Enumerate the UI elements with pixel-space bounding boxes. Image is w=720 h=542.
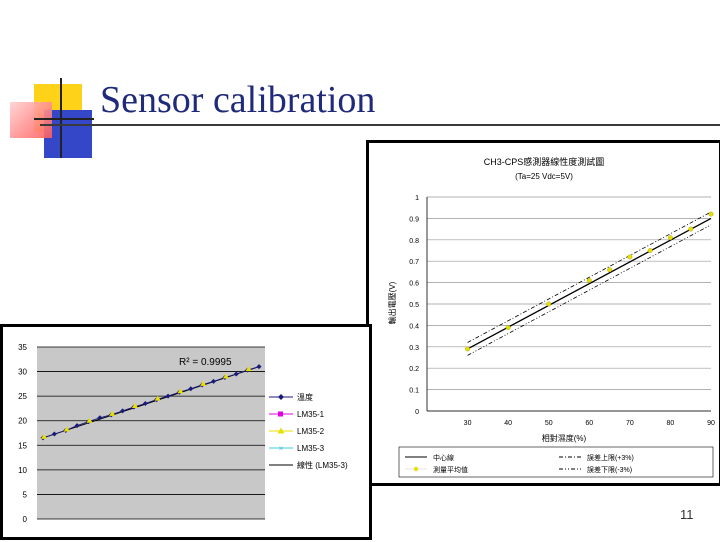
- data-point: [465, 346, 470, 352]
- title-underline: [40, 124, 720, 126]
- lm35-2-point: [41, 433, 47, 439]
- y-tick-label: 0.2: [409, 366, 419, 373]
- x-tick-label: 30: [464, 420, 472, 427]
- data-point: [607, 267, 612, 273]
- legend-label: 溫度: [297, 392, 313, 402]
- temperature-point: [97, 415, 103, 421]
- temperature-point: [142, 401, 148, 407]
- legend-marker: [277, 427, 285, 434]
- slide-title: Sensor calibration: [100, 79, 376, 121]
- lm35-2-point: [245, 366, 252, 372]
- y-tick-label: 0: [415, 409, 419, 416]
- chart-subtitle: (Ta=25 Vdc=5V): [515, 172, 573, 181]
- y-tick-label: 0.8: [409, 238, 419, 245]
- y-tick-label: 1: [415, 195, 419, 202]
- legend-label: LM35-2: [297, 427, 325, 436]
- temperature-point: [51, 431, 57, 437]
- legend-marker: [278, 411, 283, 417]
- data-point: [586, 278, 592, 283]
- temperature-point: [120, 408, 126, 414]
- decor-red-square: [10, 102, 52, 138]
- temperature-point: [233, 371, 239, 377]
- lm35-2-point: [200, 380, 207, 386]
- y-tick-label: 0.9: [409, 216, 419, 223]
- lm35-2-point: [63, 426, 70, 432]
- decor-horizontal-line: [34, 118, 94, 120]
- y-tick-label: 30: [18, 368, 27, 377]
- y-tick-label: 5: [23, 490, 28, 499]
- lm35-2-point: [131, 402, 138, 408]
- y-tick-label: 20: [18, 417, 27, 426]
- data-point: [708, 211, 714, 217]
- series-line: [467, 211, 712, 343]
- temperature-point: [211, 378, 217, 384]
- temperature-point: [188, 386, 194, 392]
- lm35-2-point: [86, 417, 93, 423]
- y-tick-label: 0.6: [409, 281, 419, 288]
- x-tick-label: 70: [626, 420, 634, 427]
- legend-label: 測量平均值: [433, 465, 468, 474]
- y-tick-label: 10: [18, 466, 27, 475]
- data-point: [505, 325, 511, 330]
- legend-label: 誤差上限(+3%): [587, 453, 634, 462]
- data-point: [546, 301, 552, 307]
- temperature-line: [42, 366, 260, 439]
- y-tick-label: 0.4: [409, 323, 419, 330]
- temperature-point: [165, 393, 171, 399]
- lm35-2-point: [222, 373, 229, 379]
- linearity-chart-panel: CH3-CPS感測器線性度測試圖 (Ta=25 Vdc=5V) 輸出電壓(V) …: [366, 140, 720, 486]
- x-axis-label: 相對濕度(%): [542, 433, 587, 443]
- legend-marker: [278, 394, 284, 400]
- legend-label: LM35-1: [297, 410, 325, 419]
- linearity-chart: CH3-CPS感測器線性度測試圖 (Ta=25 Vdc=5V) 輸出電壓(V) …: [387, 156, 715, 478]
- data-point: [668, 235, 673, 241]
- y-tick-label: 35: [18, 343, 27, 352]
- lm35-2-point: [109, 410, 116, 416]
- chart-title: CH3-CPS感測器線性度測試圖: [484, 156, 605, 167]
- data-point: [627, 254, 633, 260]
- temperature-chart: 0 5 10 15 20 25 30 35 R² = 0.9995 溫度 LM35-1 LM35-…: [18, 343, 348, 524]
- legend-box: [398, 446, 714, 478]
- y-tick-label: 0.5: [409, 302, 419, 309]
- x-tick-label: 80: [667, 420, 675, 427]
- temperature-point: [256, 364, 262, 370]
- temperature-chart-panel: 0 5 10 15 20 25 30 35 R² = 0.9995 溫度 LM35-1 LM35-…: [0, 324, 372, 540]
- y-tick-label: 0.3: [409, 345, 419, 352]
- lm35-2-point: [154, 395, 161, 401]
- x-tick-label: 50: [545, 420, 553, 427]
- y-tick-label: 15: [18, 441, 27, 450]
- data-point: [688, 226, 694, 232]
- legend-marker: ×: [279, 444, 284, 453]
- data-point: [647, 248, 653, 253]
- y-tick-label: 0.1: [409, 388, 419, 395]
- temperature-point: [74, 423, 80, 429]
- y-tick-label: 25: [18, 392, 27, 401]
- series-line: [467, 224, 712, 356]
- y-tick-label: 0: [23, 515, 28, 524]
- series-line: [467, 217, 712, 350]
- x-tick-label: 40: [504, 420, 512, 427]
- y-tick-label: 0.7: [409, 259, 419, 266]
- legend-label: 線性 (LM35-3): [297, 460, 348, 470]
- r-squared-annotation: R² = 0.9995: [179, 357, 232, 368]
- x-tick-label: 60: [585, 420, 593, 427]
- legend-label: 誤差下限(-3%): [587, 465, 632, 474]
- lm35-2-point: [177, 388, 184, 394]
- legend-label: LM35-3: [297, 444, 325, 453]
- page-number: 11: [680, 507, 694, 522]
- x-tick-label: 90: [707, 420, 715, 427]
- legend-marker: [413, 466, 419, 472]
- y-axis-label: 輸出電壓(V): [387, 281, 397, 324]
- legend-label: 中心線: [433, 453, 454, 462]
- plot-area: [37, 347, 265, 519]
